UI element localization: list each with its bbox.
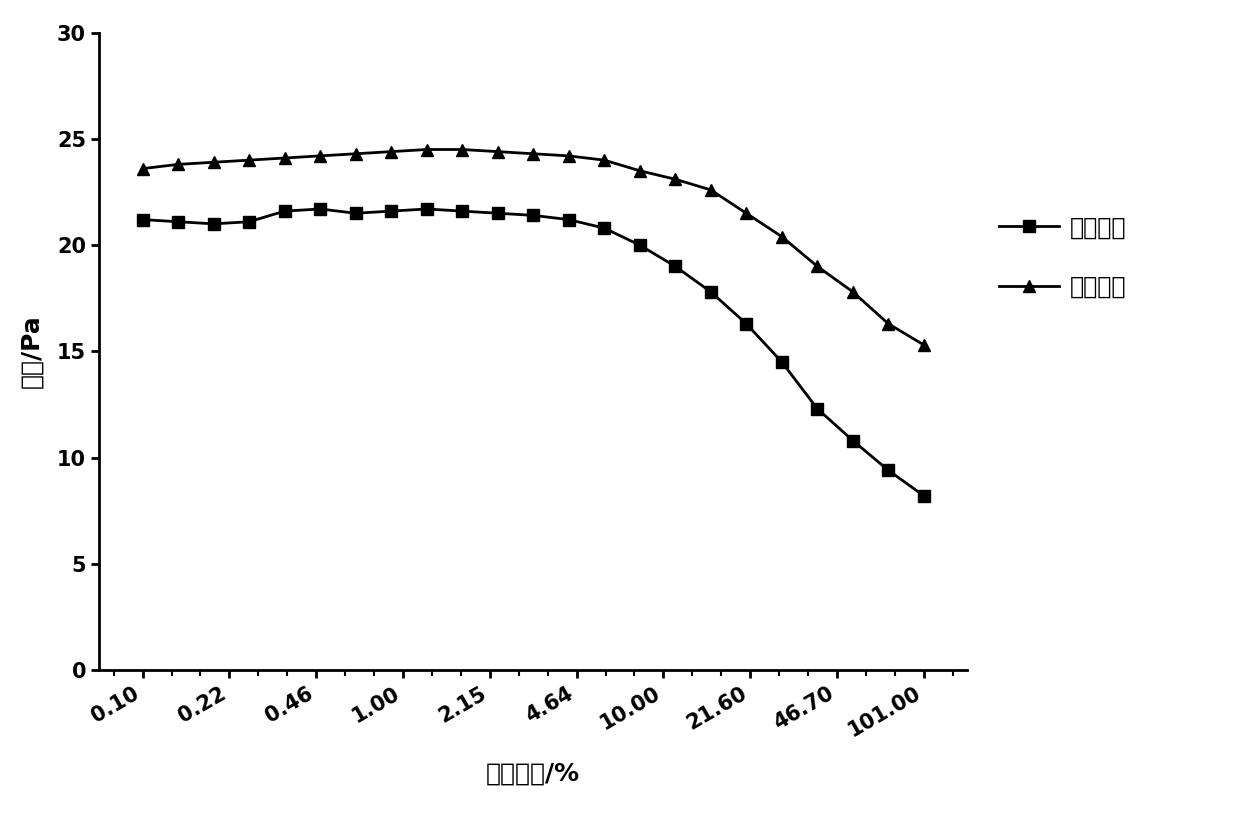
储能模量	[383, 206, 398, 216]
储能模量	[206, 219, 221, 229]
储能模量	[278, 206, 293, 216]
损耗模量	[135, 163, 150, 173]
损耗模量	[526, 149, 541, 158]
储能模量	[703, 287, 718, 297]
损耗模量	[632, 166, 647, 176]
损耗模量	[206, 158, 221, 167]
储能模量	[810, 404, 825, 413]
储能模量	[348, 208, 363, 218]
损耗模量	[171, 159, 186, 169]
损耗模量	[668, 174, 683, 184]
储能模量	[562, 215, 577, 225]
Legend: 储能模量, 损耗模量: 储能模量, 损耗模量	[988, 203, 1138, 310]
损耗模量	[383, 147, 398, 157]
Line: 损耗模量: 损耗模量	[138, 144, 929, 350]
储能模量	[490, 208, 505, 218]
损耗模量	[348, 149, 363, 158]
损耗模量	[846, 287, 861, 297]
储能模量	[455, 206, 470, 216]
储能模量	[596, 223, 611, 233]
储能模量	[135, 215, 150, 225]
损耗模量	[490, 147, 505, 157]
储能模量	[242, 217, 257, 226]
储能模量	[419, 204, 434, 214]
损耗模量	[312, 151, 327, 161]
损耗模量	[774, 232, 789, 242]
储能模量	[846, 435, 861, 445]
储能模量	[312, 204, 327, 214]
储能模量	[668, 261, 683, 271]
损耗模量	[242, 155, 257, 165]
损耗模量	[455, 145, 470, 154]
Line: 储能模量: 储能模量	[138, 203, 929, 502]
损耗模量	[562, 151, 577, 161]
损耗模量	[596, 155, 611, 165]
损耗模量	[810, 261, 825, 271]
损耗模量	[278, 153, 293, 163]
储能模量	[739, 319, 754, 328]
损耗模量	[703, 185, 718, 194]
储能模量	[171, 217, 186, 226]
储能模量	[880, 466, 895, 475]
储能模量	[774, 357, 789, 367]
损耗模量	[916, 340, 931, 350]
储能模量	[632, 240, 647, 250]
损耗模量	[419, 145, 434, 154]
损耗模量	[739, 208, 754, 218]
X-axis label: 剪切应变/%: 剪切应变/%	[486, 761, 580, 785]
Y-axis label: 模量/Pa: 模量/Pa	[19, 315, 43, 388]
储能模量	[916, 491, 931, 501]
损耗模量	[880, 319, 895, 328]
储能模量	[526, 211, 541, 221]
